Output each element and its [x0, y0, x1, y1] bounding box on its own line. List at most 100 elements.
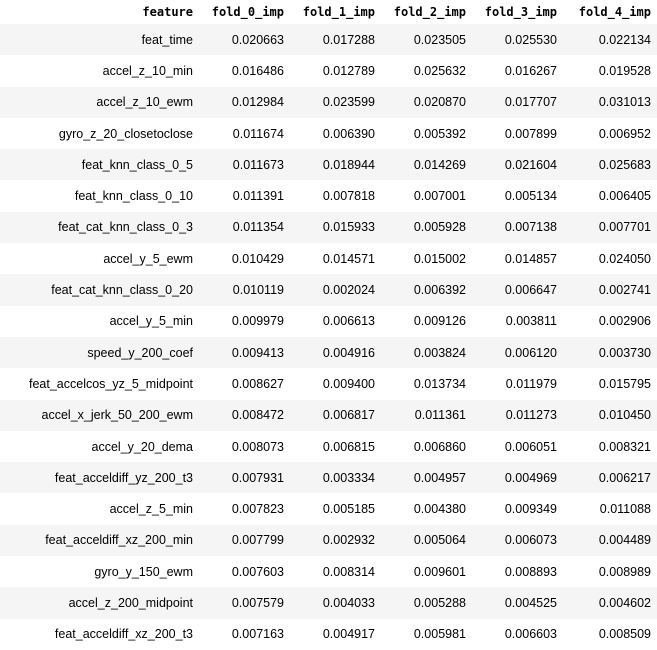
importance-value-cell: 0.002741: [598, 283, 651, 298]
importance-value-cell: 0.021604: [504, 157, 557, 172]
feature-name-cell: feat_acceldiff_xz_200_t3: [54, 627, 193, 642]
importance-value-cell: 0.012789: [322, 63, 375, 78]
importance-value-cell: 0.007701: [598, 220, 651, 235]
table-row: accel_y_5_ewm 0.010429 0.014571 0.015002 0.0…: [0, 243, 657, 275]
importance-value-cell: 0.005928: [413, 220, 466, 235]
importance-value-cell: 0.008893: [504, 564, 557, 579]
table-row: feat_cat_knn_class_0_3 0.011354 0.015933 0.…: [0, 211, 657, 244]
importance-value-cell: 0.006603: [504, 627, 557, 642]
header-row: feature fold_0_imp fold_1_imp fold_2_imp fol…: [0, 0, 657, 24]
column-header-fold-2-imp: fold_2_imp: [393, 5, 466, 19]
importance-value-cell: 0.012984: [231, 95, 284, 110]
importance-value-cell: 0.007899: [504, 126, 557, 141]
importance-value-cell: 0.009979: [231, 314, 284, 329]
importance-value-cell: 0.008073: [231, 439, 284, 454]
importance-value-cell: 0.010450: [598, 408, 651, 423]
importance-value-cell: 0.007603: [231, 564, 284, 579]
table-row: speed_y_200_coef 0.009413 0.004916 0.003824…: [0, 336, 657, 369]
importance-value-cell: 0.005392: [413, 126, 466, 141]
importance-value-cell: 0.006120: [504, 345, 557, 360]
feature-name-cell: gyro_y_150_ewm: [94, 564, 193, 579]
importance-value-cell: 0.004602: [598, 595, 651, 610]
table-row: gyro_y_150_ewm 0.007603 0.008314 0.009601 0.…: [0, 556, 657, 588]
importance-value-cell: 0.005288: [413, 595, 466, 610]
importance-value-cell: 0.014269: [413, 157, 466, 172]
importance-value-cell: 0.006217: [598, 470, 651, 485]
feature-name-cell: gyro_z_20_closetoclose: [58, 126, 193, 141]
table-row: feat_cat_knn_class_0_20 0.010119 0.002024 0…: [0, 274, 657, 306]
importance-value-cell: 0.010429: [231, 251, 284, 266]
table-row: feat_accelcos_yz_5_midpoint 0.008627 0.009…: [0, 368, 657, 400]
importance-value-cell: 0.006390: [322, 126, 375, 141]
importance-value-cell: 0.004917: [322, 627, 375, 642]
importance-value-cell: 0.008314: [322, 564, 375, 579]
feature-name-cell: accel_z_10_ewm: [96, 95, 193, 110]
importance-value-cell: 0.006405: [598, 189, 651, 204]
importance-value-cell: 0.009400: [322, 376, 375, 391]
importance-value-cell: 0.009126: [413, 314, 466, 329]
importance-value-cell: 0.002906: [598, 314, 651, 329]
importance-value-cell: 0.004916: [322, 345, 375, 360]
importance-value-cell: 0.006647: [504, 283, 557, 298]
importance-value-cell: 0.002024: [322, 283, 375, 298]
importance-value-cell: 0.003730: [598, 345, 651, 360]
table-row: feat_knn_class_0_5 0.011673 0.018944 0.0142…: [0, 149, 657, 181]
importance-value-cell: 0.015933: [322, 220, 375, 235]
importance-value-cell: 0.008321: [598, 439, 651, 454]
importance-value-cell: 0.020870: [413, 95, 466, 110]
importance-value-cell: 0.025530: [504, 32, 557, 47]
feature-name-cell: feat_cat_knn_class_0_3: [58, 220, 193, 235]
importance-value-cell: 0.004489: [598, 533, 651, 548]
table-row: feat_knn_class_0_10 0.011391 0.007818 0.007…: [0, 180, 657, 212]
importance-value-cell: 0.018944: [322, 157, 375, 172]
importance-value-cell: 0.009413: [231, 345, 284, 360]
importance-value-cell: 0.003811: [505, 314, 557, 329]
importance-value-cell: 0.005981: [413, 627, 466, 642]
importance-value-cell: 0.023505: [413, 32, 466, 47]
importance-value-cell: 0.019528: [598, 63, 651, 78]
importance-value-cell: 0.007799: [231, 533, 284, 548]
importance-value-cell: 0.005134: [504, 189, 557, 204]
importance-value-cell: 0.007823: [231, 502, 284, 517]
table-body: feat_time 0.020663 0.017288 0.023505 0.02553…: [0, 24, 657, 650]
importance-value-cell: 0.015795: [598, 376, 651, 391]
importance-value-cell: 0.006073: [504, 533, 557, 548]
importance-value-cell: 0.016267: [504, 63, 557, 78]
importance-value-cell: 0.015002: [413, 251, 466, 266]
table-row: accel_y_20_dema 0.008073 0.006815 0.006860 0…: [0, 430, 657, 463]
importance-value-cell: 0.007818: [322, 189, 375, 204]
feature-name-cell: feat_knn_class_0_10: [74, 189, 193, 204]
importance-value-cell: 0.010119: [232, 283, 284, 298]
table-row: accel_x_jerk_50_200_ewm 0.008472 0.006817 0…: [0, 399, 657, 431]
importance-value-cell: 0.011273: [505, 408, 557, 423]
feature-name-cell: accel_y_5_ewm: [103, 251, 193, 266]
feature-name-cell: feat_cat_knn_class_0_20: [51, 283, 193, 298]
importance-value-cell: 0.011361: [414, 408, 466, 423]
table-row: accel_z_10_ewm 0.012984 0.023599 0.020870 0.…: [0, 86, 657, 118]
feature-name-cell: accel_y_5_min: [109, 314, 193, 329]
importance-value-cell: 0.008627: [231, 376, 284, 391]
importance-value-cell: 0.025683: [598, 157, 651, 172]
table-row: accel_z_5_min 0.007823 0.005185 0.004380 0.0…: [0, 493, 657, 525]
importance-value-cell: 0.005064: [413, 533, 466, 548]
importance-value-cell: 0.005185: [322, 502, 375, 517]
importance-value-cell: 0.003334: [322, 470, 375, 485]
column-header-fold-0-imp: fold_0_imp: [211, 5, 284, 19]
importance-value-cell: 0.007138: [504, 220, 557, 235]
feature-name-cell: feat_accelcos_yz_5_midpoint: [29, 376, 193, 391]
feature-name-cell: feat_acceldiff_xz_200_min: [45, 533, 193, 548]
importance-value-cell: 0.004380: [413, 502, 466, 517]
importance-value-cell: 0.006613: [322, 314, 375, 329]
importance-value-cell: 0.031013: [598, 95, 651, 110]
table-row: accel_z_10_min 0.016486 0.012789 0.025632 0.…: [0, 55, 657, 87]
importance-value-cell: 0.004969: [504, 470, 557, 485]
importance-value-cell: 0.006392: [413, 283, 466, 298]
column-header-fold-4-imp: fold_4_imp: [578, 5, 651, 19]
importance-value-cell: 0.011391: [232, 189, 284, 204]
importance-value-cell: 0.011979: [505, 376, 557, 391]
importance-value-cell: 0.008472: [231, 408, 284, 423]
feature-name-cell: accel_z_10_min: [102, 63, 193, 78]
column-header-fold-1-imp: fold_1_imp: [302, 5, 375, 19]
